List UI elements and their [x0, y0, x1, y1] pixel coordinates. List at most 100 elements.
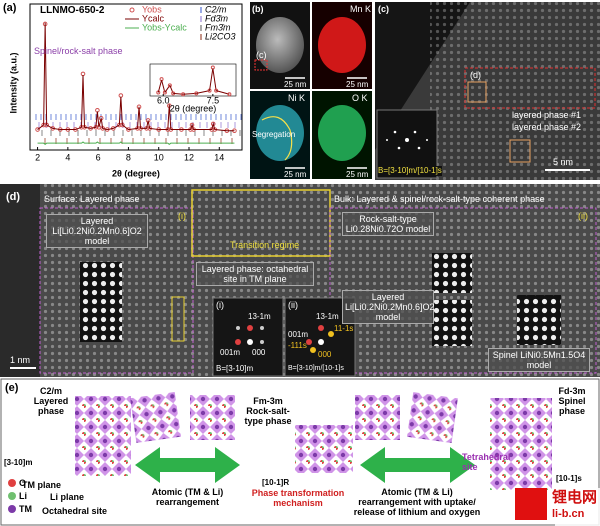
phase-label: Fd-3m Spinel phase — [558, 386, 586, 416]
data-point — [35, 127, 40, 132]
scale-label: 1 nm — [10, 355, 31, 365]
x-tick-label: 4 — [65, 152, 70, 162]
map-label: O K — [352, 93, 368, 103]
model-label: Rock-salt-type Li0.28Ni0.72O model — [342, 212, 434, 236]
inset-label: (c) — [256, 50, 267, 60]
model-image — [432, 253, 472, 293]
x-tick-label: 10 — [154, 152, 164, 162]
model-image — [80, 262, 122, 342]
axis-label: [3-10]m — [4, 458, 33, 467]
annotation: Octahedral site — [42, 506, 108, 516]
region-ii — [329, 207, 597, 374]
crystal — [190, 395, 235, 440]
region-box — [254, 59, 268, 71]
annotation: Tetrahedral site — [462, 452, 511, 472]
spot-label: 13-1m — [248, 312, 271, 321]
model-label: Spinel LiNi0.5Mn1.5O4 model — [488, 348, 590, 372]
legend-label: O — [19, 478, 27, 488]
panel-label: (b) — [252, 4, 264, 14]
transition-label: Transition regime — [230, 240, 300, 250]
legend-label: Yobs — [142, 4, 162, 14]
inset-line — [157, 79, 163, 93]
fft-spots — [386, 130, 428, 150]
mechanism-label: Phase transformation mechanism — [251, 488, 345, 508]
spot-label: 001m — [220, 348, 241, 357]
phase-label: Fm-3m Rock-salt-type phase — [244, 396, 292, 426]
inset-label: (d) — [470, 70, 481, 80]
crystal-layered — [75, 396, 131, 476]
panel-label: (e) — [5, 382, 19, 394]
inset-point — [227, 92, 232, 97]
x-axis-title: 2θ (degree) — [112, 168, 160, 178]
octahedral-box — [171, 296, 185, 342]
legend-label: Ycalc — [142, 13, 165, 23]
axis-label: [10-1]s — [556, 474, 582, 483]
crystal — [355, 395, 400, 440]
inset-line — [183, 92, 197, 95]
scale-label: 25 nm — [284, 80, 307, 89]
zone-axis: B=[3-10]m — [216, 364, 254, 373]
model-image — [432, 300, 472, 346]
scale-label: 25 nm — [284, 170, 307, 179]
y-axis-title: Intensity (a.u.) — [8, 52, 18, 113]
inset-line — [209, 68, 214, 91]
x-tick-label: 14 — [214, 152, 224, 162]
legend-label: C2/m — [205, 4, 227, 14]
annotation: Spinel/rock-salt phase — [34, 46, 123, 56]
phase-label: layered phase #1 — [512, 110, 582, 120]
fft-label: (i) — [216, 300, 224, 310]
arrow — [135, 447, 240, 483]
inset-tick-label: 7.5 — [207, 95, 220, 105]
surface — [0, 184, 40, 377]
annotation: Layered phase: octahedral site in TM pla… — [196, 262, 314, 286]
step-label: Atomic (TM & Li) rearrangement with upta… — [353, 487, 481, 517]
fft-label: (ii) — [288, 300, 298, 310]
crystal-rocksalt — [295, 425, 353, 473]
legend-symbol — [129, 7, 135, 13]
zone-axis: B=[3-10]m/[10-1]s — [378, 166, 442, 176]
region-title: Surface: Layered phase — [44, 194, 140, 204]
annotation: Segregation — [252, 130, 296, 139]
fft-inset — [212, 297, 284, 377]
watermark-logo — [515, 488, 547, 520]
crystal — [130, 392, 181, 443]
region-label: (ii) — [578, 211, 588, 221]
spot-label: -111s — [288, 341, 307, 350]
spot-label: 001m — [288, 330, 309, 339]
scale-label: 25 nm — [346, 80, 369, 89]
spot-label: 000 — [318, 350, 332, 359]
data-line — [37, 22, 235, 132]
inset-line — [212, 68, 217, 91]
scale-label: 25 nm — [346, 170, 369, 179]
region-title: Bulk: Layered & spinel/rock-salt-type co… — [334, 194, 545, 204]
crystal — [407, 392, 458, 443]
panel-a: 2 4 6 8 10 12 14 2θ (degree) Intensity (a.u.) Yob… — [0, 0, 247, 183]
legend-label: Li — [19, 491, 27, 501]
legend-symbols — [8, 479, 16, 513]
panel-label: (a) — [3, 2, 17, 14]
arrow — [360, 447, 475, 483]
region-i — [39, 207, 194, 374]
fft-spots — [235, 325, 334, 353]
mn-signal — [318, 17, 366, 73]
watermark: 锂电网 — [552, 489, 598, 506]
model-label: Layered Li[Li0.2Ni0.2Mn0.6]O2 model — [46, 214, 148, 248]
spot-label: 11-1s — [334, 324, 354, 333]
data-point — [189, 122, 195, 128]
crystal-spinel — [490, 398, 552, 490]
spot-label: 000 — [252, 348, 266, 357]
lattice — [430, 2, 600, 180]
legend-label: TM — [19, 504, 32, 514]
x-tick-label: 2 — [35, 152, 40, 162]
x-tick-label: 12 — [184, 152, 194, 162]
plot-frame — [29, 3, 243, 151]
annotation: TM plane — [22, 480, 62, 490]
watermark-url: li-b.cn — [552, 508, 585, 520]
inset-axis-title: 2θ (degree) — [170, 103, 217, 113]
data-line — [37, 141, 235, 145]
legend-label: Fm3̄m — [205, 22, 231, 32]
inset-line — [161, 79, 166, 93]
x-tick-label: 6 — [96, 152, 101, 162]
ni-signal — [256, 105, 304, 161]
zone-axis: B=[3-10]m/[10-1]s — [288, 365, 344, 372]
